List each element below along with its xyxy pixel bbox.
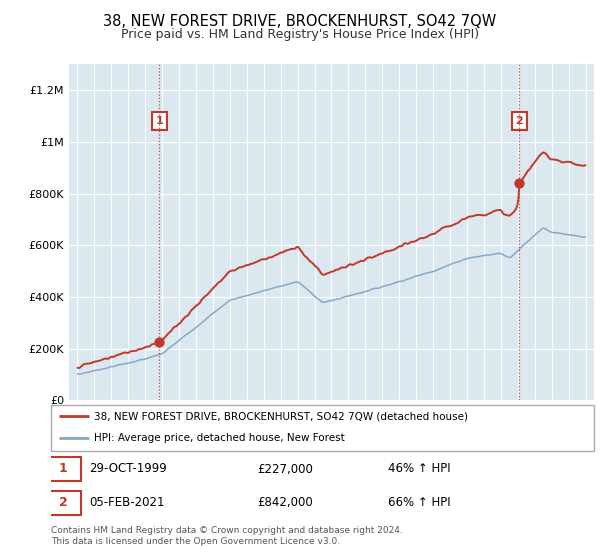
Text: Price paid vs. HM Land Registry's House Price Index (HPI): Price paid vs. HM Land Registry's House … [121, 28, 479, 41]
FancyBboxPatch shape [46, 457, 81, 481]
Text: 46% ↑ HPI: 46% ↑ HPI [388, 463, 450, 475]
Text: £842,000: £842,000 [257, 496, 313, 509]
Text: 66% ↑ HPI: 66% ↑ HPI [388, 496, 450, 509]
Text: HPI: Average price, detached house, New Forest: HPI: Average price, detached house, New … [94, 433, 345, 443]
Text: 1: 1 [155, 116, 163, 126]
Text: Contains HM Land Registry data © Crown copyright and database right 2024.
This d: Contains HM Land Registry data © Crown c… [51, 526, 403, 546]
Text: 1: 1 [59, 463, 68, 475]
FancyBboxPatch shape [46, 491, 81, 515]
Text: £227,000: £227,000 [257, 463, 313, 475]
Point [154, 337, 164, 346]
Text: 38, NEW FOREST DRIVE, BROCKENHURST, SO42 7QW (detached house): 38, NEW FOREST DRIVE, BROCKENHURST, SO42… [94, 412, 469, 421]
Text: 2: 2 [515, 116, 523, 126]
Text: 2: 2 [59, 496, 68, 509]
Text: 38, NEW FOREST DRIVE, BROCKENHURST, SO42 7QW: 38, NEW FOREST DRIVE, BROCKENHURST, SO42… [103, 14, 497, 29]
Text: 05-FEB-2021: 05-FEB-2021 [89, 496, 164, 509]
FancyBboxPatch shape [51, 405, 594, 451]
Text: 29-OCT-1999: 29-OCT-1999 [89, 463, 167, 475]
Point [515, 178, 524, 187]
